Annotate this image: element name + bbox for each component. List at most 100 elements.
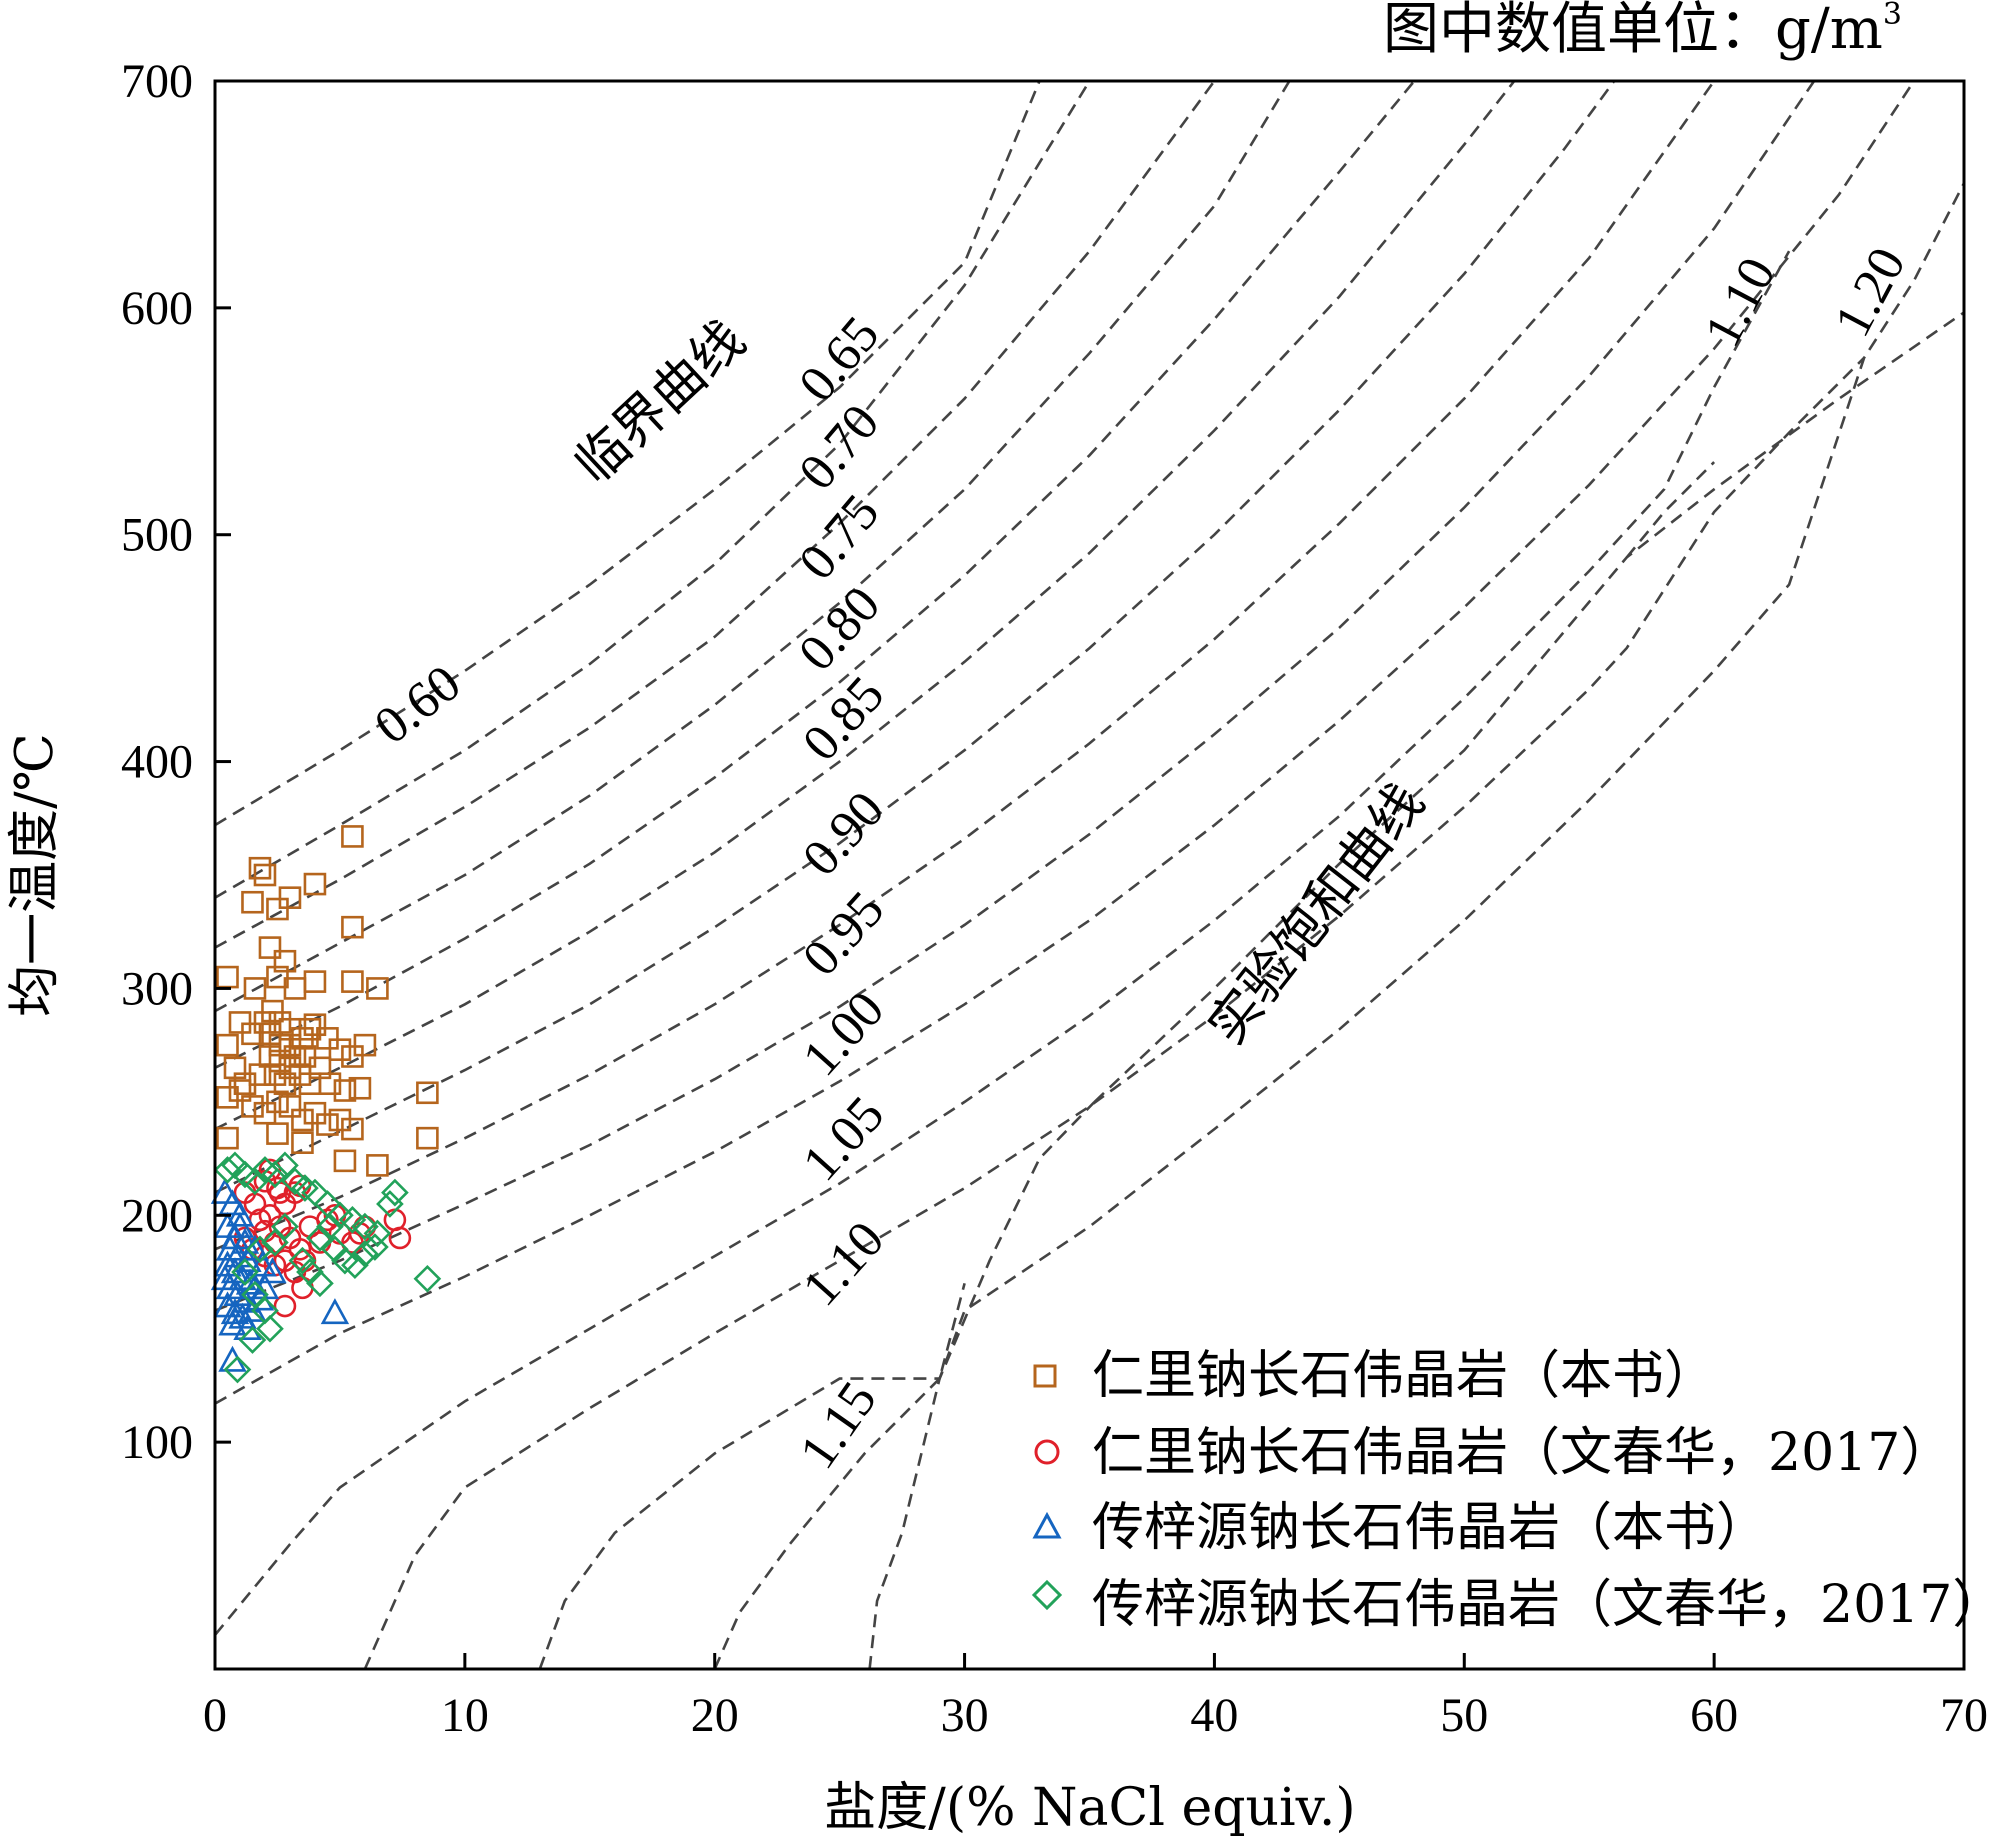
- data-point-square: [253, 1101, 277, 1125]
- data-point-diamond: [241, 1167, 269, 1196]
- y-tick-label: 100: [121, 1416, 193, 1469]
- data-point-circle: [273, 1294, 297, 1318]
- data-point-square: [258, 936, 282, 959]
- data-point-circle: [283, 1181, 307, 1204]
- isochore-label-0-95: 0.95: [792, 881, 895, 987]
- legend-label-renli-this: 仁里钠长石伟晶岩（本书）: [1092, 1346, 1716, 1406]
- data-point-circle: [288, 1238, 312, 1261]
- legend-label-chuanziyuan-this: 传梓源钠长石伟晶岩（本书）: [1092, 1498, 1768, 1558]
- data-point-diamond: [351, 1240, 379, 1268]
- data-point-square: [341, 970, 364, 993]
- y-tick-label: 700: [121, 55, 193, 108]
- axis-tick-layer: 0 10 20 30 40 50 60 70 100 200 300 400 500 600 700: [121, 55, 1988, 1742]
- data-point-diamond: [256, 1314, 284, 1343]
- data-point-square: [263, 1063, 287, 1086]
- data-point-square: [341, 825, 364, 848]
- data-point-square: [253, 863, 277, 887]
- data-point-square: [253, 1011, 277, 1034]
- data-point-square: [278, 886, 302, 909]
- legend-label-chuanziyuan-wen: 传梓源钠长石伟晶岩（文春华，2017）: [1092, 1575, 1997, 1635]
- data-point-square: [416, 1081, 439, 1105]
- data-point-diamond: [413, 1264, 442, 1293]
- data-point-square: [291, 1108, 314, 1132]
- x-tick-label: 70: [1940, 1689, 1988, 1742]
- x-tick-label: 40: [1190, 1689, 1238, 1742]
- isochore-layer: [213, 80, 1966, 1670]
- data-point-diamond: [351, 1212, 379, 1241]
- data-point-diamond: [381, 1178, 409, 1207]
- isochore-label-0-80: 0.80: [788, 576, 891, 682]
- isochore-label-0-85: 0.85: [792, 666, 895, 772]
- data-point-circle: [353, 1215, 377, 1238]
- data-point-square: [341, 1045, 364, 1068]
- legend-label-renli-wen: 仁里钠长石伟晶岩（文春华，2017）: [1092, 1423, 1952, 1483]
- critical-curve-label: 临界曲线: [564, 310, 757, 496]
- y-tick-label: 400: [121, 736, 193, 789]
- isochore-label-1-15: 1.15: [789, 1372, 888, 1479]
- data-point-square: [416, 1126, 439, 1150]
- isochore-label-1-20: 1.20: [1824, 239, 1917, 346]
- x-axis-title: 盐度/(% NaCl equiv.): [824, 1778, 1355, 1838]
- data-point-square: [303, 970, 327, 993]
- data-point-square: [273, 949, 297, 973]
- isochore-curve-12: [538, 182, 1966, 1670]
- data-point-diamond: [231, 1258, 259, 1286]
- data-point-square: [293, 1045, 317, 1068]
- data-point-square: [261, 999, 284, 1023]
- isochore-curve-3: [214, 80, 1291, 1013]
- data-point-diamond: [288, 1246, 317, 1275]
- data-point-square: [341, 1117, 364, 1141]
- data-point-square: [278, 1095, 302, 1118]
- isochore-label-0-65: 0.65: [788, 306, 890, 412]
- data-point-square: [303, 1101, 327, 1125]
- isochore-label-1-10-lower: 1.10: [792, 1211, 895, 1317]
- data-point-triangle: [258, 1257, 287, 1284]
- isochore-label-1-00: 1.00: [792, 981, 895, 1087]
- data-point-triangle: [218, 1189, 247, 1216]
- isochore-curve-5: [214, 80, 1516, 1131]
- data-point-diamond: [271, 1151, 299, 1180]
- data-point-diamond: [261, 1228, 289, 1257]
- data-point-square: [248, 856, 272, 880]
- data-point-square: [216, 1033, 239, 1057]
- x-tick-label: 20: [691, 1689, 739, 1742]
- data-point-diamond: [316, 1212, 344, 1241]
- data-point-diamond: [363, 1219, 392, 1248]
- isochore-label-1-10-upper: 1.10: [1694, 249, 1787, 356]
- data-point-square: [348, 1076, 372, 1100]
- x-tick-label: 10: [441, 1689, 489, 1742]
- isochore-curve-6: [214, 80, 1616, 1194]
- isochore-curve-extra-0: [713, 1282, 966, 1670]
- data-point-square: [298, 1017, 322, 1041]
- isochore-curve-1: [214, 80, 1091, 899]
- data-point-square: [303, 1013, 327, 1037]
- data-point-square: [291, 1131, 314, 1154]
- data-point-diamond: [261, 1160, 289, 1189]
- x-tick-label: 50: [1440, 1689, 1488, 1742]
- legend-diamond-icon: [1031, 1579, 1063, 1611]
- data-point-triangle: [210, 1177, 240, 1204]
- data-point-diamond: [306, 1224, 334, 1252]
- unit-note: 图中数值单位：g/m3: [1383, 0, 1902, 62]
- data-point-square: [316, 1113, 339, 1136]
- legend-item-chuanziyuan-this: 传梓源钠长石伟晶岩（本书）: [1032, 1498, 1768, 1558]
- y-tick-label: 600: [121, 282, 193, 335]
- data-point-diamond: [361, 1233, 389, 1261]
- data-point-square: [243, 977, 267, 1000]
- data-point-diamond: [341, 1251, 369, 1280]
- data-point-triangle: [248, 1250, 277, 1277]
- data-point-triangle: [220, 1298, 250, 1325]
- isochore-curve-0: [214, 80, 1041, 827]
- isochore-curve-11: [363, 356, 1866, 1670]
- legend: 仁里钠长石伟晶岩（本书） 仁里钠长石伟晶岩（文春华，2017） 传梓源钠长石伟晶…: [1031, 1346, 1997, 1635]
- isochore-label-0-70: 0.70: [788, 394, 890, 500]
- data-point-square: [266, 897, 289, 921]
- data-point-square: [366, 1154, 389, 1177]
- x-tick-label: 60: [1690, 1689, 1738, 1742]
- data-point-square: [341, 915, 364, 939]
- data-point-triangle: [210, 1264, 240, 1291]
- data-point-square: [216, 1086, 239, 1109]
- isochore-curve-7: [214, 80, 1716, 1251]
- data-point-square: [241, 890, 264, 914]
